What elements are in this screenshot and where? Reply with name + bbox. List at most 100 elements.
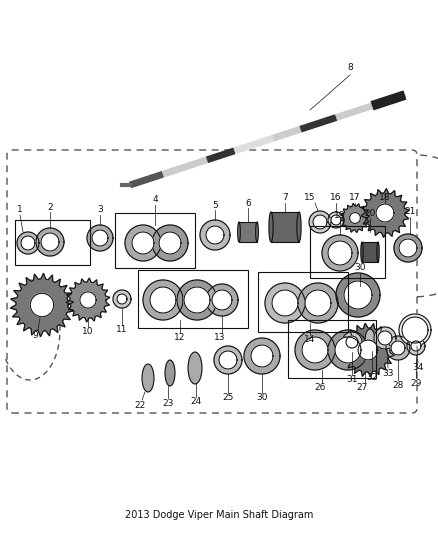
Text: 24: 24 (191, 398, 201, 407)
Polygon shape (350, 213, 360, 223)
Text: 21: 21 (404, 207, 416, 216)
Polygon shape (305, 290, 331, 316)
Ellipse shape (361, 242, 363, 262)
Text: 25: 25 (223, 393, 234, 402)
Text: 8: 8 (347, 63, 353, 72)
Polygon shape (295, 330, 335, 370)
Text: 32: 32 (366, 373, 378, 382)
Polygon shape (394, 234, 422, 262)
Text: 17: 17 (349, 193, 361, 203)
Polygon shape (206, 284, 238, 316)
Polygon shape (298, 283, 338, 323)
Polygon shape (17, 232, 39, 254)
Text: 34: 34 (412, 364, 424, 373)
Bar (15, 220, 90, 265)
Text: 4: 4 (152, 196, 158, 205)
Text: 33: 33 (382, 368, 394, 377)
Ellipse shape (365, 329, 375, 351)
Polygon shape (331, 215, 341, 225)
Polygon shape (177, 280, 217, 320)
Polygon shape (335, 337, 361, 363)
Bar (310, 226, 385, 278)
Text: 2: 2 (47, 203, 53, 212)
Polygon shape (113, 290, 131, 308)
Text: 28: 28 (392, 381, 404, 390)
Polygon shape (92, 230, 108, 246)
Text: 11: 11 (116, 326, 128, 335)
Text: 31: 31 (346, 376, 358, 384)
Polygon shape (41, 233, 59, 251)
Polygon shape (11, 273, 74, 337)
Ellipse shape (269, 212, 273, 242)
Text: 5: 5 (212, 200, 218, 209)
Polygon shape (386, 336, 410, 360)
Polygon shape (302, 337, 328, 363)
Text: 7: 7 (282, 193, 288, 203)
Ellipse shape (377, 242, 379, 262)
Bar (239, 222, 257, 242)
Bar (271, 212, 299, 242)
Polygon shape (272, 290, 298, 316)
Polygon shape (407, 337, 425, 355)
Polygon shape (358, 340, 378, 360)
Text: 15: 15 (304, 193, 316, 203)
Ellipse shape (256, 222, 258, 242)
Text: 30: 30 (354, 263, 366, 272)
Text: 12: 12 (174, 334, 186, 343)
Polygon shape (391, 341, 405, 355)
Polygon shape (313, 215, 327, 229)
Polygon shape (143, 280, 183, 320)
Text: 18: 18 (379, 193, 391, 203)
Polygon shape (214, 346, 242, 374)
Polygon shape (328, 241, 352, 265)
Polygon shape (80, 292, 96, 308)
Polygon shape (344, 281, 372, 309)
Polygon shape (346, 336, 358, 348)
Text: 10: 10 (82, 327, 94, 336)
Polygon shape (132, 232, 154, 254)
Text: 3: 3 (97, 206, 103, 214)
Ellipse shape (297, 212, 301, 242)
Polygon shape (399, 314, 431, 346)
Polygon shape (219, 351, 237, 369)
Polygon shape (21, 236, 35, 250)
Text: 9: 9 (32, 330, 38, 340)
Polygon shape (336, 273, 380, 317)
Polygon shape (87, 225, 113, 251)
Polygon shape (328, 212, 344, 228)
Polygon shape (411, 341, 421, 351)
Polygon shape (244, 338, 280, 374)
Polygon shape (125, 225, 161, 261)
Polygon shape (309, 211, 331, 233)
Text: 6: 6 (245, 198, 251, 207)
Polygon shape (184, 287, 210, 313)
Text: 14: 14 (304, 335, 316, 344)
Ellipse shape (238, 222, 240, 242)
Polygon shape (159, 232, 181, 254)
Text: 27: 27 (356, 384, 367, 392)
Polygon shape (66, 278, 110, 322)
Polygon shape (340, 204, 370, 232)
Polygon shape (200, 220, 230, 250)
Polygon shape (117, 294, 127, 304)
Polygon shape (374, 327, 396, 349)
Polygon shape (322, 235, 358, 271)
Bar (258, 272, 348, 332)
Polygon shape (36, 228, 64, 256)
Polygon shape (378, 331, 392, 345)
Bar (288, 320, 376, 378)
Text: 23: 23 (162, 399, 174, 408)
Polygon shape (361, 189, 409, 237)
Polygon shape (206, 226, 224, 244)
Polygon shape (328, 330, 368, 370)
Polygon shape (402, 317, 428, 343)
Ellipse shape (142, 364, 154, 392)
Text: 19: 19 (334, 211, 346, 220)
Text: 16: 16 (330, 193, 342, 203)
Text: 13: 13 (214, 334, 226, 343)
Text: 30: 30 (256, 393, 268, 402)
Polygon shape (30, 293, 54, 317)
Ellipse shape (188, 352, 202, 384)
Polygon shape (265, 283, 305, 323)
Polygon shape (399, 239, 417, 257)
